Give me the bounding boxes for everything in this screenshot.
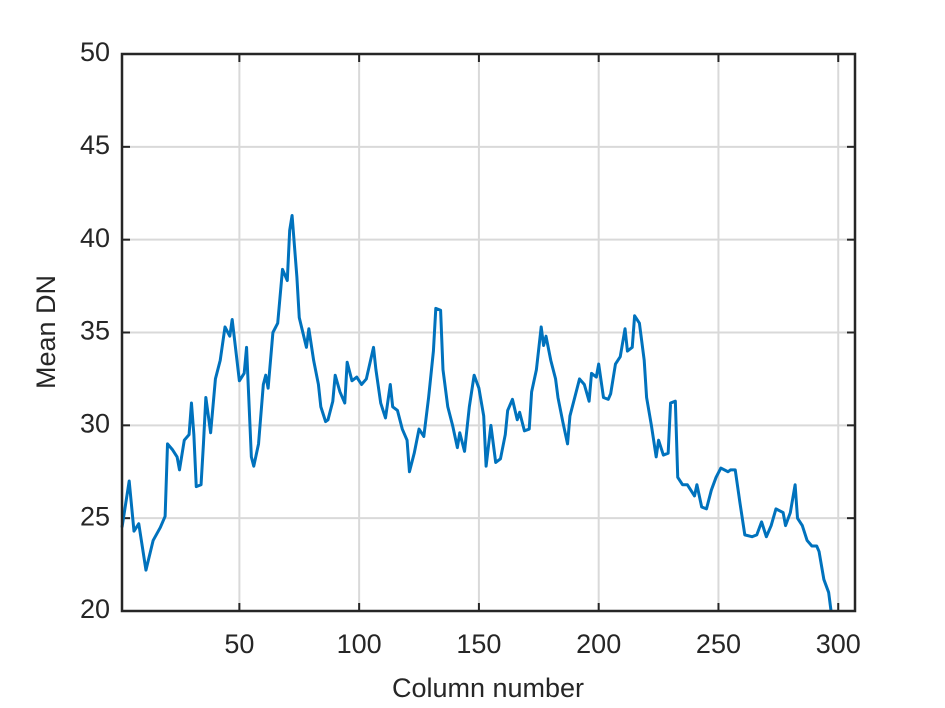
x-tick-label: 150 (456, 629, 501, 659)
x-tick-label: 250 (696, 629, 741, 659)
axes-box (120, 52, 857, 613)
x-tick-label: 50 (224, 629, 254, 659)
y-tick-label: 35 (80, 316, 110, 346)
x-tick-label: 300 (816, 629, 861, 659)
x-tick-label: 100 (337, 629, 382, 659)
y-tick-label: 25 (80, 501, 110, 531)
y-tick-label: 45 (80, 130, 110, 160)
y-axis-label: Mean DN (31, 275, 61, 389)
y-tick-label: 30 (80, 408, 110, 438)
x-tick-label: 200 (576, 629, 621, 659)
y-tick-label: 40 (80, 223, 110, 253)
y-tick-label: 20 (80, 594, 110, 624)
data-line (120, 214, 833, 612)
y-tick-label: 50 (80, 37, 110, 67)
x-axis-label: Column number (392, 673, 584, 703)
